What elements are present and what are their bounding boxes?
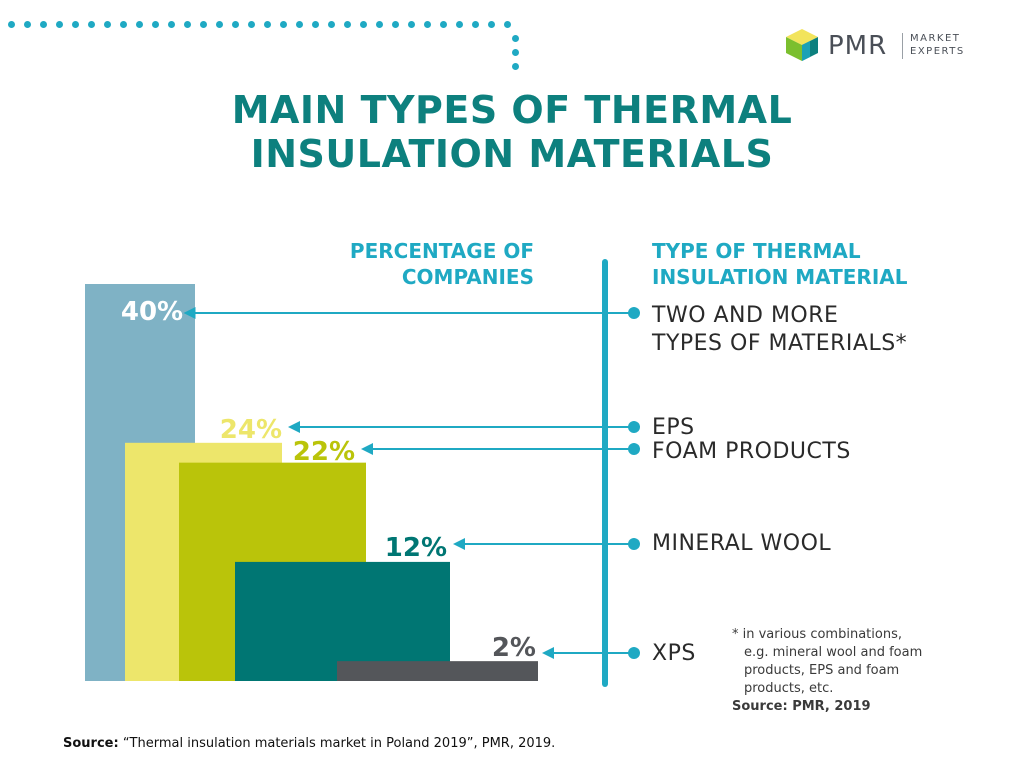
decorative-dot — [512, 35, 519, 42]
logo-tagline: MARKET EXPERTS — [910, 32, 990, 58]
logo-name: PMR — [828, 31, 888, 61]
header-material-line2: INSULATION MATERIAL — [652, 265, 908, 289]
footnote-line4: products, etc. — [744, 681, 834, 696]
header-percentage-line2: COMPANIES — [401, 265, 534, 289]
decorative-dot — [456, 21, 463, 28]
decorative-dot — [232, 21, 239, 28]
footnote-line2: e.g. mineral wool and foam — [744, 645, 923, 660]
decorative-dot — [408, 21, 415, 28]
decorative-dot — [328, 21, 335, 28]
logo-tagline-line2: EXPERTS — [910, 46, 965, 57]
value-label: 22% — [293, 437, 355, 467]
logo-tagline-line1: MARKET — [910, 33, 961, 44]
header-percentage-line1: PERCENTAGE OF — [349, 239, 534, 263]
footnote: * in various combinations, e.g. mineral … — [732, 626, 922, 698]
source-label: Source: — [63, 736, 119, 751]
decorative-dot — [424, 21, 431, 28]
decorative-dot — [248, 21, 255, 28]
decorative-dot — [312, 21, 319, 28]
decorative-dot — [440, 21, 447, 28]
material-label-line2: TYPES OF MATERIALS* — [652, 331, 908, 356]
material-label-eps: EPS — [652, 415, 695, 440]
value-label: 24% — [220, 415, 282, 445]
decorative-dot — [216, 21, 223, 28]
decorative-dot — [376, 21, 383, 28]
logo-divider — [902, 33, 903, 59]
arrowhead-icon — [288, 421, 300, 433]
decorative-dot — [40, 21, 47, 28]
material-label-line1: TWO AND MORE — [652, 303, 839, 328]
arrowhead-icon — [453, 538, 465, 550]
footnote-line1: * in various combinations, — [732, 627, 902, 642]
material-label-mineral-wool: MINERAL WOOL — [652, 531, 832, 556]
footnote-line3: products, EPS and foam — [744, 663, 900, 678]
value-label: 40% — [121, 297, 183, 327]
decorative-dot — [8, 21, 15, 28]
decorative-dot — [24, 21, 31, 28]
arrowhead-icon — [361, 443, 373, 455]
decorative-dot — [152, 21, 159, 28]
page-title-line2: INSULATION MATERIALS — [250, 132, 774, 176]
pmr-logo: PMR MARKET EXPERTS — [784, 27, 984, 67]
material-label-foam-products: FOAM PRODUCTS — [652, 439, 851, 464]
decorative-dot — [512, 63, 519, 70]
header-percentage: PERCENTAGE OF COMPANIES — [350, 238, 534, 290]
connector-dot — [628, 538, 640, 550]
decorative-dot — [56, 21, 63, 28]
decorative-dot — [264, 21, 271, 28]
connector-dot — [628, 647, 640, 659]
decorative-dot — [504, 21, 511, 28]
decorative-dot — [296, 21, 303, 28]
decorative-dot — [200, 21, 207, 28]
material-label-xps: XPS — [652, 641, 696, 666]
source-text: “Thermal insulation materials market in … — [118, 736, 556, 751]
decorative-dot — [392, 21, 399, 28]
decorative-dot — [184, 21, 191, 28]
value-label: 2% — [492, 633, 536, 663]
decorative-dots-column — [512, 21, 522, 70]
material-label-two-and-more: TWO AND MORE TYPES OF MATERIALS* — [652, 302, 907, 358]
connector-dot — [628, 307, 640, 319]
decorative-dot — [512, 49, 519, 56]
arrowhead-icon — [542, 647, 554, 659]
pmr-logo-mark-icon — [786, 29, 818, 61]
page-title-line1: MAIN TYPES OF THERMAL — [231, 88, 793, 132]
source-credit: Source: “Thermal insulation materials ma… — [63, 736, 555, 751]
decorative-dot — [120, 21, 127, 28]
decorative-dot — [168, 21, 175, 28]
decorative-dot — [104, 21, 111, 28]
bar — [337, 661, 538, 681]
decorative-dot — [280, 21, 287, 28]
decorative-dot — [472, 21, 479, 28]
connector-dot — [628, 421, 640, 433]
decorative-dot — [136, 21, 143, 28]
decorative-dots-row — [8, 21, 520, 31]
decorative-dot — [344, 21, 351, 28]
value-label: 12% — [385, 533, 447, 563]
decorative-dot — [88, 21, 95, 28]
decorative-dot — [72, 21, 79, 28]
header-material-line1: TYPE OF THERMAL — [652, 239, 861, 263]
connector-dot — [628, 443, 640, 455]
decorative-dot — [488, 21, 495, 28]
footnote-source: Source: PMR, 2019 — [732, 699, 871, 714]
arrowhead-icon — [183, 307, 196, 319]
header-material-type: TYPE OF THERMAL INSULATION MATERIAL — [652, 238, 907, 290]
decorative-dot — [360, 21, 367, 28]
